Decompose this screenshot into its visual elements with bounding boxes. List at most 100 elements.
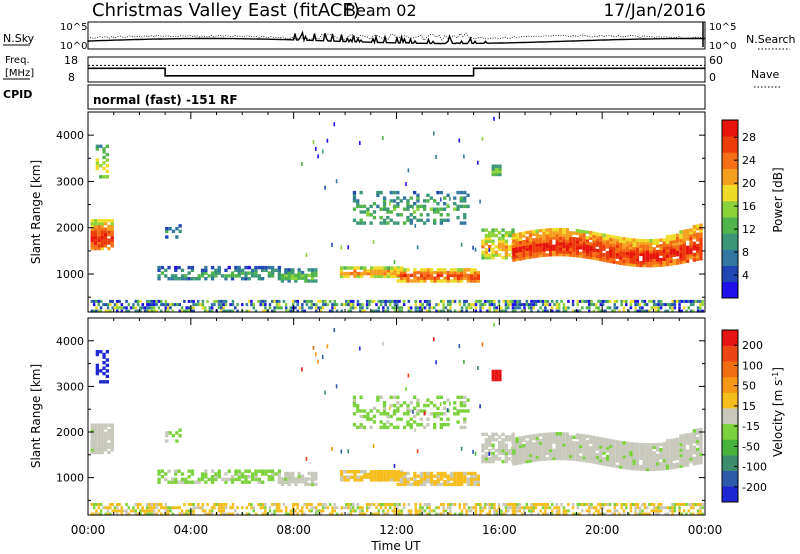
power-cell (504, 256, 508, 260)
power-cell (463, 268, 467, 272)
power-cell (599, 246, 603, 251)
power-cell (689, 231, 693, 235)
power-cell (93, 219, 98, 223)
velocity-cell (413, 474, 417, 478)
power-cell (539, 306, 542, 310)
power-cell (450, 279, 454, 283)
velocity-cell (201, 509, 205, 513)
velocity-cell (551, 512, 554, 516)
velocity-cell (386, 425, 390, 430)
velocity-cell (565, 448, 569, 453)
velocity-cell (419, 417, 423, 421)
power-cell (532, 252, 536, 256)
velocity-cell (699, 449, 703, 454)
power-cell (359, 210, 363, 214)
power-cell (125, 299, 128, 303)
range-tick-label: 2000 (56, 426, 84, 439)
range-tick-label: 1000 (56, 268, 84, 281)
velocity-cell (488, 435, 492, 439)
power-cell (393, 269, 397, 273)
velocity-cell (673, 503, 677, 506)
power-cell (197, 277, 201, 281)
power-cell (689, 253, 693, 257)
power-cell (642, 255, 646, 259)
velocity-cell (164, 509, 168, 513)
power-cell (657, 306, 660, 310)
velocity-cell (491, 443, 495, 447)
power-cell (649, 239, 653, 243)
velocity-cell (287, 512, 290, 516)
power-cell (625, 251, 630, 255)
velocity-cell (93, 442, 98, 446)
velocity-cell (446, 503, 450, 506)
velocity-cell (284, 512, 288, 516)
power-cell (592, 303, 596, 307)
velocity-cell (545, 457, 549, 461)
power-cell (602, 239, 606, 243)
power-cell (657, 309, 660, 313)
velocity-cell (382, 509, 385, 513)
velocity-cell (244, 477, 248, 482)
power-cell (650, 306, 653, 310)
velocity-cell (257, 480, 261, 484)
velocity-cell (552, 437, 556, 442)
velocity-cell (612, 439, 616, 443)
power-cell (166, 303, 170, 307)
power-cell (386, 215, 390, 220)
velocity-cell (428, 503, 431, 506)
power-cell (465, 306, 468, 310)
velocity-cell (116, 512, 119, 516)
velocity-cell (542, 454, 546, 459)
velocity-cell (273, 509, 276, 513)
velocity-cell (512, 451, 516, 455)
power-cell (433, 279, 437, 283)
power-cell (602, 233, 606, 237)
power-cell (340, 309, 343, 313)
velocity-cell (491, 454, 495, 458)
velocity-cell (426, 480, 430, 484)
velocity-cell (463, 506, 466, 510)
velocity-cell (429, 401, 433, 405)
velocity-cell (585, 459, 589, 463)
velocity-cell (297, 480, 301, 484)
power-cell (575, 245, 579, 250)
power-cell (93, 235, 98, 240)
velocity-cell (100, 434, 104, 438)
power-cell (481, 256, 485, 260)
power-cell (277, 271, 281, 275)
power-cell (150, 306, 154, 310)
velocity-cell (522, 457, 526, 461)
velocity-cell (592, 460, 596, 464)
power-cell (609, 245, 613, 250)
velocity-cell (679, 437, 683, 441)
cpid-text: normal (fast) -151 RF (93, 93, 238, 107)
power-cell (645, 255, 650, 260)
power-cell (671, 303, 674, 307)
power-cell (545, 247, 549, 252)
power-cell (146, 309, 149, 313)
power-cell (382, 202, 387, 206)
power-cell (518, 232, 523, 236)
velocity-cell (649, 456, 653, 461)
velocity-cell (136, 506, 140, 510)
velocity-cell (699, 512, 702, 516)
power-cell (224, 268, 228, 272)
power-cell (453, 196, 457, 200)
power-cell (227, 274, 231, 278)
power-cell (421, 306, 424, 310)
power-cell (572, 250, 576, 255)
power-cell (442, 299, 445, 303)
power-cell (217, 268, 221, 272)
velocity-cell (575, 455, 579, 459)
power-cell (629, 238, 633, 242)
velocity-cell (143, 512, 147, 516)
power-cell (649, 247, 653, 251)
power-cell (549, 242, 553, 246)
velocity-cell (576, 512, 579, 516)
velocity-cell (545, 432, 549, 436)
power-cell (241, 277, 245, 281)
power-cell (615, 255, 620, 259)
velocity-cell (632, 453, 636, 457)
power-cell (180, 306, 184, 310)
power-cell (535, 243, 539, 247)
